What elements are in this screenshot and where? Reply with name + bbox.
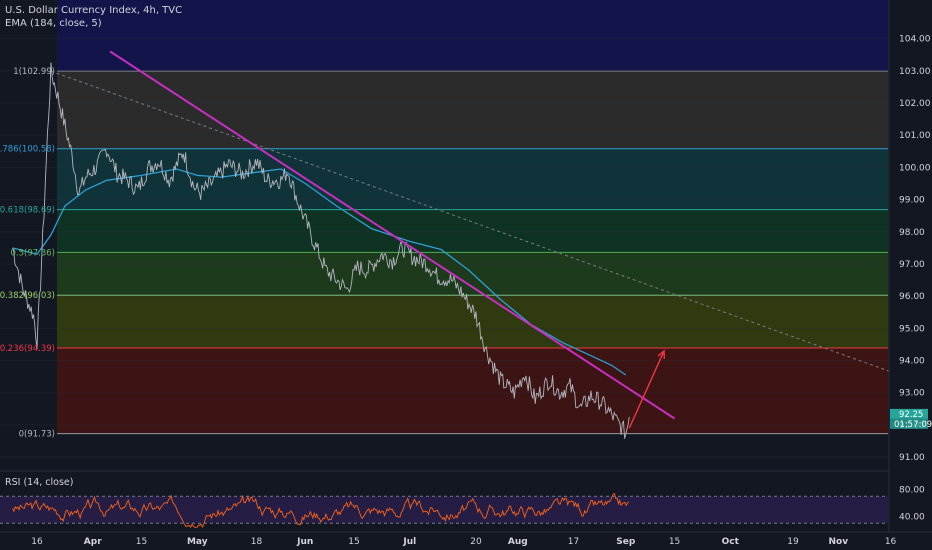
time-axis-tick: May (187, 537, 208, 547)
price-path (12, 62, 630, 439)
fib-level-label: 0.382(96.03) (0, 291, 55, 301)
fib-level-label: 0.5(97.36) (11, 248, 55, 258)
dashed-trend-segment (50, 70, 905, 378)
price-axis-tick: 96.00 (899, 292, 925, 302)
time-axis-tick: 19 (787, 537, 799, 547)
price-tag-bg (890, 408, 928, 419)
fib-level-label: 0.786(100.58) (0, 145, 55, 155)
countdown-tag: 01:57:09 (894, 420, 932, 430)
price-axis[interactable]: 104.00 103.00 102.00 101.00 100.00 99.00 98.00… (888, 0, 932, 550)
fib-zone (57, 71, 888, 149)
price-axis-tick: 102.00 (899, 99, 931, 109)
fib-zone-top (57, 0, 888, 72)
price-axis-tick: 100.00 (899, 163, 931, 173)
time-axis-tick: 20 (470, 537, 482, 547)
time-axis-tick: 15 (669, 537, 680, 547)
fibonacci-retracement[interactable] (57, 0, 888, 435)
ema-indicator-label: EMA (184, close, 5) (5, 18, 102, 29)
time-axis-tick: 16 (885, 537, 897, 547)
dashed-trend-line[interactable] (50, 70, 905, 378)
fib-zone (57, 148, 888, 210)
rsi-pane[interactable]: RSI (14, close) 80.00 40.00 (0, 470, 932, 529)
price-axis-tick: 103.00 (899, 67, 931, 77)
time-axis-tick: Aug (508, 537, 528, 547)
arrow-shaft (628, 350, 665, 429)
axis-bg (889, 0, 932, 550)
time-axis-tick: Apr (84, 537, 102, 547)
time-axis-tick: Jul (402, 537, 416, 547)
price-axis-tick: 91.00 (899, 453, 925, 463)
price-axis-tick: 97.00 (899, 260, 925, 270)
time-axis-tick: 17 (568, 537, 579, 547)
time-axis-tick: 15 (348, 537, 359, 547)
time-axis[interactable]: 16 Apr 15 May 18 Jun 15 Jul 20 Aug 17 Sep 15 Oct 19 Nov… (0, 531, 932, 550)
price-axis-tick: 95.00 (899, 324, 925, 334)
time-axis-tick: Oct (722, 537, 740, 547)
price-axis-tick: 99.00 (899, 196, 925, 206)
rsi-line (12, 493, 630, 529)
arrow-head (657, 349, 665, 359)
rsi-axis-tick: 40.00 (899, 513, 925, 523)
time-axis-tick: 15 (136, 537, 147, 547)
rsi-axis-tick: 80.00 (899, 486, 925, 496)
rsi-band (0, 496, 888, 524)
price-axis-tick: 104.00 (899, 35, 931, 45)
time-axis-tick: Sep (616, 537, 636, 547)
fib-zone (57, 295, 888, 348)
fib-level-label: 0.618(98.69) (0, 206, 55, 216)
price-tag: 92.25 (899, 410, 923, 420)
fib-zone (57, 347, 888, 434)
time-axis-tick: Nov (828, 537, 848, 547)
price-axis-tick: 101.00 (899, 131, 931, 141)
chart-title: U.S. Dollar Currency Index, 4h, TVC (5, 5, 183, 16)
price-series (12, 62, 630, 439)
downtrend-segment (109, 50, 676, 420)
rsi-title: RSI (14, close) (5, 477, 73, 488)
fibonacci-labels: 1(102.99) 0.786(100.58) 0.618(98.69) 0.5(97… (0, 67, 55, 439)
time-axis-tick: Jun (296, 537, 313, 547)
downtrend-line[interactable] (109, 50, 676, 420)
fib-zone (57, 209, 888, 253)
fib-level-label: 0(91.73) (19, 430, 55, 440)
price-axis-tick: 94.00 (899, 357, 925, 367)
fib-level-label: 0.236(94.39) (0, 344, 55, 354)
countdown-tag-bg (890, 418, 928, 429)
time-axis-bg (0, 532, 932, 550)
fib-level-label: 1(102.99) (13, 67, 55, 77)
time-axis-tick: 16 (31, 537, 43, 547)
projection-arrow[interactable] (628, 349, 665, 429)
price-axis-tick: 98.00 (899, 228, 925, 238)
time-axis-tick: 18 (251, 537, 263, 547)
price-axis-tick: 93.00 (899, 389, 925, 399)
